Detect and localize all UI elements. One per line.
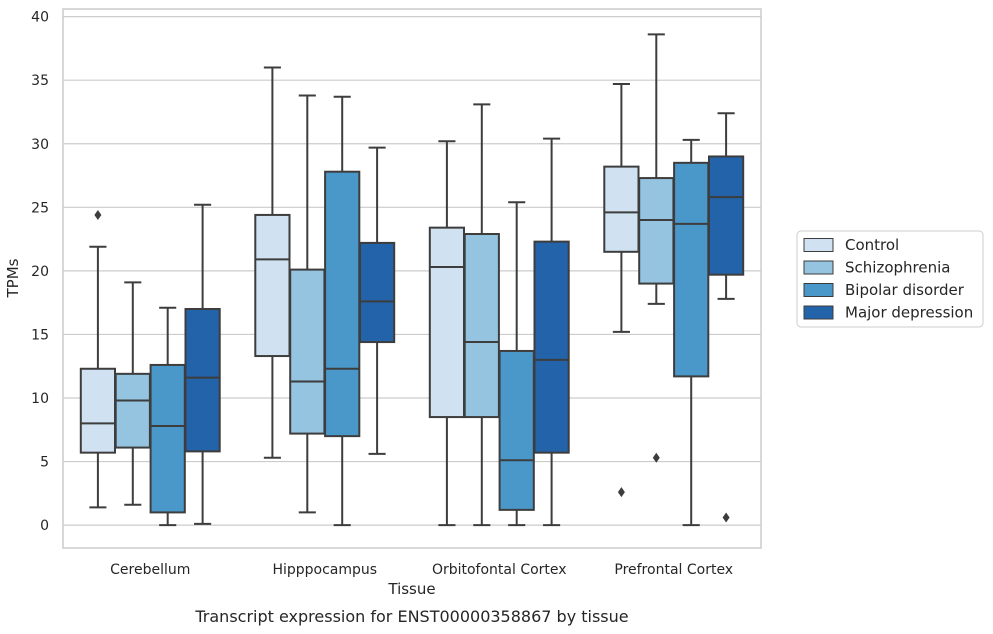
y-tick-label-5: 5 [40,455,49,471]
y-tick-label-10: 10 [31,391,49,407]
box-iqr [149,363,186,514]
figure-caption: Transcript expression for ENST0000035886… [194,607,628,626]
box-iqr [114,372,151,449]
x-axis-ticks: Cerebellum Hipppocampus Orbitofontal Corte… [110,562,733,578]
y-tick-label-15: 15 [31,327,49,343]
x-tick-label-1: Cerebellum [110,562,190,578]
box-iqr [463,233,500,419]
box-iqr [673,161,710,378]
y-axis-ticks: 0 5 10 15 20 25 30 35 40 [31,10,49,534]
box-1-3 [149,306,186,527]
outlier-point-1 [722,512,730,523]
box-4-4 [707,112,745,523]
box-2-4 [358,146,396,455]
box-iqr [184,308,221,453]
y-tick-label-20: 20 [31,264,49,280]
box-iqr [603,165,640,253]
x-tick-label-2: Hipppocampus [272,562,377,578]
legend-label-1: Control [845,236,899,254]
y-tick-label-30: 30 [31,137,49,153]
box-iqr [254,213,291,358]
box-2-2 [289,94,326,514]
box-iqr [533,240,570,454]
y-tick-label-40: 40 [31,10,49,26]
box-iqr [428,226,466,419]
box-3-3 [498,201,535,527]
legend-swatch-3 [803,283,834,297]
box-3-1 [428,140,466,527]
x-tick-label-4: Prefrontal Cortex [614,562,733,578]
legend-swatch-1 [803,238,834,252]
legend-swatch-2 [803,260,834,275]
legend-swatch-4 [803,305,834,320]
box-1-4 [184,203,221,525]
box-1-1 [79,209,117,509]
box-4-2 [638,33,675,463]
box-2-3 [324,95,361,527]
legend-label-4: Major depression [845,304,973,322]
box-iqr [289,268,326,435]
legend-frame [796,230,984,328]
box-4-1 [603,83,640,498]
box-iqr [324,170,361,438]
y-tick-label-0: 0 [40,518,49,534]
box-iqr [707,155,745,276]
y-tick-label-35: 35 [31,73,49,89]
legend: Control Schizophrenia Bipolar disorder Majo… [796,230,984,328]
y-tick-label-25: 25 [31,200,49,216]
y-axis-label: TPMs [4,258,22,298]
outlier-point-1 [94,209,102,220]
x-tick-label-3: Orbitofontal Cortex [432,562,567,578]
box-iqr [498,349,535,511]
box-2-1 [254,66,291,459]
legend-label-2: Schizophrenia [845,259,950,277]
box-plot-marks [79,33,745,527]
box-3-4 [533,137,570,527]
box-iqr [638,177,675,285]
box-iqr [358,241,396,344]
outlier-point-1 [617,487,625,498]
box-4-3 [673,138,710,527]
plot-frame [62,8,762,549]
legend-label-3: Bipolar disorder [845,281,965,299]
outlier-point-1 [652,452,660,463]
box-iqr [79,367,117,454]
x-axis-label: Tissue [387,580,435,598]
box-3-2 [463,103,500,527]
